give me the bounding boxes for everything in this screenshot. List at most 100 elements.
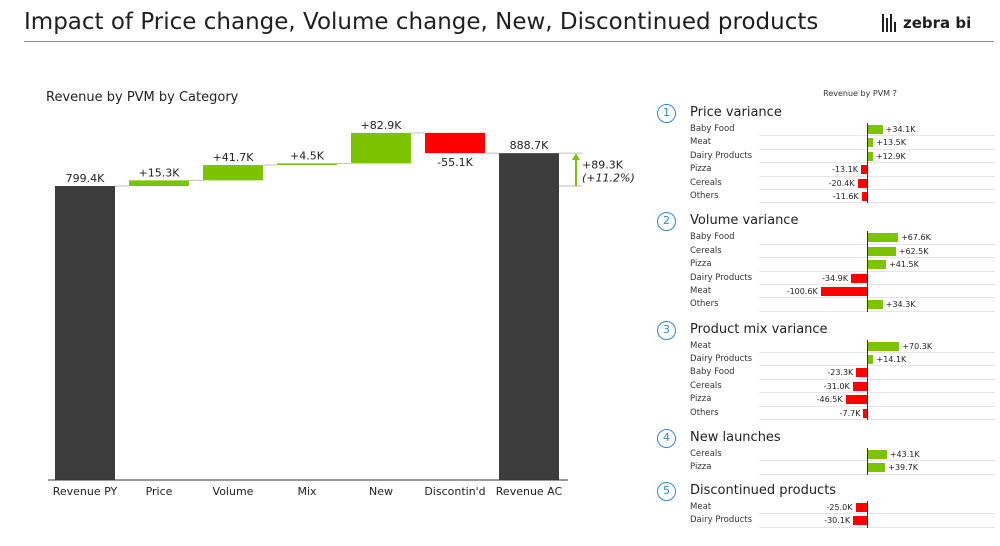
variance-rows: Meat -25.0K Dairy Products -30.1K: [655, 500, 995, 528]
title-divider: [24, 41, 994, 42]
variance-row: Dairy Products +12.9K: [655, 150, 995, 164]
variance-zero-axis: [867, 339, 868, 421]
variance-category-label: Others: [690, 407, 719, 418]
variance-row: Dairy Products +14.1K: [655, 353, 995, 367]
variance-zero-axis: [867, 231, 868, 312]
variance-row: Baby Food -23.3K: [655, 366, 995, 380]
row-gridline: [759, 202, 995, 204]
panel-title: New launches: [690, 430, 781, 446]
difference-percent-label: (+11.2%): [582, 172, 635, 185]
variance-bar: [820, 286, 867, 296]
variance-zero-axis: [867, 123, 868, 204]
panel-title: Discontinued products: [690, 482, 837, 498]
row-gridline: [759, 297, 995, 299]
variance-panel-4: 4 New launches Cereals +43.1K Pizza +39.7K: [655, 428, 995, 475]
variance-bar: [867, 300, 883, 310]
variance-row: Others +34.3K: [655, 298, 995, 312]
variance-row: Cereals +62.5K: [655, 245, 995, 259]
variance-bar: [860, 165, 867, 175]
panel-number-badge: 5: [657, 481, 676, 501]
variance-panel-2: 2 Volume variance Baby Food +67.6K Cereals +6…: [655, 211, 995, 312]
row-gridline: [759, 419, 995, 421]
difference-arrow-head: [572, 153, 580, 161]
variance-value-label: -31.0K: [823, 381, 850, 391]
variance-value-label: +70.3K: [902, 341, 933, 351]
variance-row: Dairy Products -34.9K: [655, 272, 995, 285]
waterfall-bar-1: [129, 180, 189, 186]
variance-row: Cereals -20.4K: [655, 177, 995, 190]
variance-bar: [867, 341, 900, 351]
variance-category-label: Meat: [690, 501, 712, 512]
variance-row: Others -11.6K: [655, 190, 995, 204]
variance-bar: [867, 125, 883, 134]
variance-bar: [867, 355, 874, 365]
row-gridline: [759, 243, 995, 245]
variance-category-label: Pizza: [690, 259, 712, 270]
waterfall-value-label-1: +15.3K: [139, 166, 181, 179]
waterfall-bar-0: [55, 186, 115, 480]
variance-value-label: +41.5K: [889, 260, 919, 270]
variance-bar: [853, 516, 867, 526]
variance-value-label: -11.6K: [832, 191, 859, 201]
row-gridline: [759, 392, 995, 394]
variance-bar: [867, 260, 887, 270]
variance-value-label: -34.9K: [822, 273, 848, 283]
variance-bar: [861, 191, 867, 201]
panel-title: Price variance: [690, 105, 782, 120]
variance-row: Pizza +39.7K: [655, 461, 995, 475]
panel-number-badge: 4: [657, 429, 676, 449]
variance-row: Baby Food +67.6K: [655, 231, 995, 245]
variance-zero-axis: [867, 448, 868, 475]
row-gridline: [759, 405, 995, 407]
panel-number-badge: 3: [657, 320, 676, 340]
waterfall-chart: 799.4K Revenue PY +15.3K Price +41.7K Volume +…: [48, 119, 635, 498]
row-gridline: [759, 162, 995, 164]
variance-panels: 1 Price variance Baby Food +34.1K Meat +13.5K…: [655, 103, 995, 528]
waterfall-bar-4: [351, 132, 411, 164]
row-gridline: [759, 310, 995, 312]
waterfall-value-label-4: +82.9K: [361, 119, 403, 132]
variance-chart-title: Revenue by PVM ?: [823, 89, 897, 98]
variance-bar: [867, 246, 896, 256]
row-gridline: [759, 365, 995, 367]
waterfall-bar-3: [277, 163, 337, 166]
variance-panel-5: 5 Discontinued products Meat -25.0K Dairy Pr…: [655, 481, 995, 528]
variance-zero-axis: [867, 500, 868, 528]
variance-category-label: Cereals: [690, 245, 722, 256]
variance-panel-header: 5 Discontinued products: [655, 481, 995, 501]
variance-bar: [856, 368, 867, 378]
variance-category-label: Baby Food: [690, 232, 735, 243]
variance-row: Pizza +41.5K: [655, 258, 995, 272]
variance-bar: [867, 463, 886, 473]
row-gridline: [759, 257, 995, 259]
variance-panel-header: 1 Price variance: [655, 103, 995, 123]
variance-row: Meat -100.6K: [655, 285, 995, 299]
variance-category-label: Meat: [690, 137, 712, 148]
variance-bar: [857, 178, 867, 188]
variance-panel-header: 2 Volume variance: [655, 211, 995, 232]
variance-row: Meat +13.5K: [655, 136, 995, 150]
variance-category-label: Baby Food: [690, 124, 735, 134]
row-gridline: [759, 135, 995, 137]
variance-category-label: Others: [690, 299, 719, 310]
row-gridline: [759, 473, 995, 475]
variance-bar: [867, 450, 887, 460]
panel-title: Volume variance: [690, 213, 799, 229]
row-gridline: [759, 270, 995, 272]
variance-panel-header: 4 New launches: [655, 428, 995, 449]
variance-panel-1: 1 Price variance Baby Food +34.1K Meat +13.5K…: [655, 103, 995, 204]
waterfall-bar-6: [499, 153, 559, 480]
variance-category-label: Pizza: [690, 462, 712, 473]
variance-row: Baby Food +34.1K: [655, 123, 995, 137]
variance-panel-3: 3 Product mix variance Meat +70.3K Dairy Pro…: [655, 320, 995, 421]
variance-value-label: +39.7K: [888, 463, 919, 473]
variance-category-label: Dairy Products: [690, 150, 753, 161]
panel-title: Product mix variance: [690, 321, 828, 337]
variance-value-label: +62.5K: [898, 246, 929, 256]
variance-value-label: +12.9K: [875, 151, 906, 161]
variance-category-label: Dairy Products: [690, 354, 753, 365]
waterfall-value-label-3: +4.5K: [290, 149, 325, 162]
row-gridline: [759, 148, 995, 150]
waterfall-category-label-1: Price: [146, 485, 173, 498]
page-title: Impact of Price change, Volume change, N…: [24, 9, 819, 35]
